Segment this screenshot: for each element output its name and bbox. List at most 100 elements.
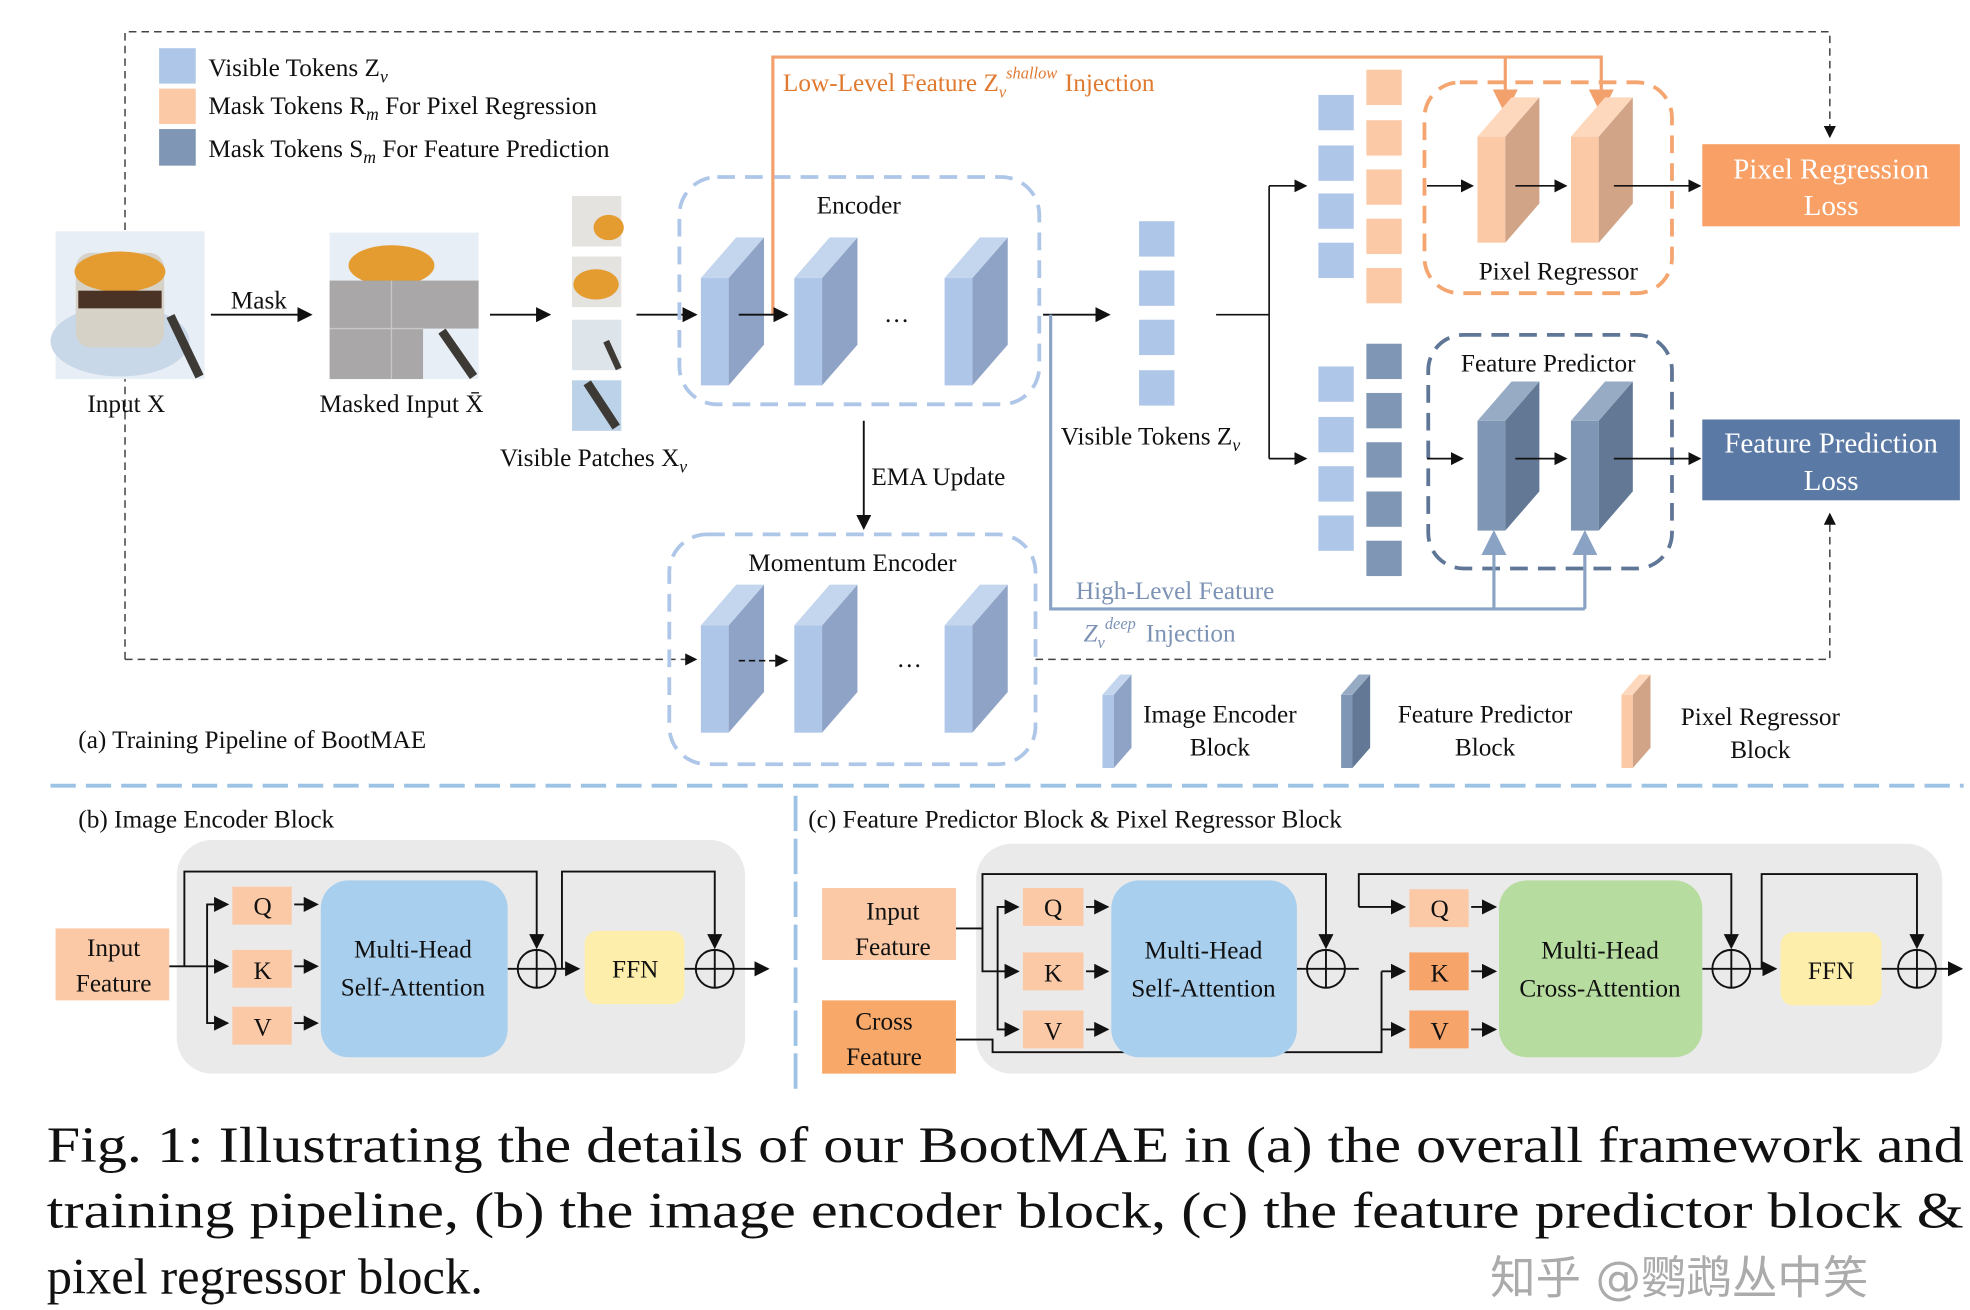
- pixel-loss-line1: Pixel Regression: [1733, 153, 1929, 185]
- pixel-regressor-block: [1477, 97, 1540, 243]
- legend-feature-mask-tokens: Mask Tokens Sm For Feature Prediction: [208, 135, 610, 167]
- ema-update-label: EMA Update: [871, 463, 1005, 491]
- predictor-input-line2: Feature: [855, 933, 931, 961]
- feature-predictor-group: [1426, 332, 1674, 571]
- legend-visible-tokens: Visible Tokens Zv: [208, 54, 388, 86]
- training-loop-dashed: [124, 31, 1836, 666]
- image-encoder-self-attention-box: [320, 880, 508, 1058]
- high-level-injection-path: [1049, 314, 1598, 611]
- image-encoder-attn-line1: Multi-Head: [354, 935, 472, 963]
- predictor-self-q: Q: [1044, 894, 1062, 922]
- predictor-cross-line1: Cross: [855, 1007, 913, 1035]
- predictor-cross-feature-box: [822, 1000, 956, 1074]
- momentum-encoder-block: [944, 584, 1008, 733]
- legend-pixel-regressor-line1: Pixel Regressor: [1681, 703, 1841, 731]
- image-encoder-v-box: [232, 1006, 292, 1045]
- momentum-ellipsis: …: [897, 645, 922, 673]
- pixel-regressor-group: [1422, 80, 1674, 296]
- feature-loss-line2: Loss: [1804, 465, 1859, 497]
- input-label: Input X: [87, 390, 165, 418]
- low-level-injection-label: Low-Level Feature Zvshallow Injection: [783, 64, 1155, 102]
- legend-feature-predictor-line1: Feature Predictor: [1398, 701, 1573, 729]
- image-encoder-k: K: [254, 957, 272, 985]
- image-encoder-input-line1: Input: [87, 934, 140, 962]
- predictor-cross-attn-line2: Cross-Attention: [1519, 975, 1681, 1003]
- visible-tokens-label: Visible Tokens Zv: [1061, 423, 1241, 455]
- image-encoder-block-title: (b) Image Encoder Block: [78, 805, 334, 833]
- visible-patches-label: Visible Patches Xv: [500, 444, 687, 476]
- masked-input-image: [329, 232, 479, 380]
- visible-token-swatch: [159, 48, 196, 84]
- predictor-cross-attn-line1: Multi-Head: [1541, 937, 1659, 965]
- encoder-group: [677, 175, 1042, 407]
- feature-predictor-block: [1570, 381, 1633, 531]
- momentum-encoder-block: [794, 584, 858, 733]
- legend-feature-predictor-block-icon: [1341, 674, 1371, 769]
- predictor-self-k: K: [1044, 959, 1062, 987]
- predictor-self-v-box: [1022, 1010, 1084, 1049]
- encoder-label: Encoder: [817, 192, 902, 220]
- high-level-injection-label: High-Level Feature: [1076, 577, 1274, 605]
- high-level-injection-sublabel: Zvdeep Injection: [1084, 614, 1237, 652]
- masked-input-label: Masked Input X̄: [320, 390, 484, 418]
- predictor-ffn: FFN: [1808, 957, 1854, 985]
- predictor-self-v: V: [1044, 1018, 1062, 1046]
- feature-predictor-block: [1477, 381, 1540, 531]
- predictor-connections: [955, 873, 1964, 1054]
- pixel-regressor-block: [1570, 97, 1633, 243]
- pixel-regressor-label: Pixel Regressor: [1479, 257, 1639, 285]
- predictor-self-attn-line2: Self-Attention: [1131, 975, 1276, 1003]
- caption-line-3: pixel regressor block.: [47, 1248, 483, 1304]
- training-pipeline-title: (a) Training Pipeline of BootMAE: [78, 726, 426, 754]
- legend-feature-predictor-line2: Block: [1455, 733, 1516, 761]
- predictor-self-attn-line1: Multi-Head: [1145, 937, 1263, 965]
- predictor-cross-line2: Feature: [846, 1043, 922, 1071]
- legend-pixel-mask-tokens: Mask Tokens Rm For Pixel Regression: [208, 92, 597, 124]
- image-encoder-k-box: [232, 949, 292, 988]
- legend-pixel-regressor-block-icon: [1621, 674, 1651, 769]
- image-encoder-q-box: [232, 886, 292, 925]
- pixel-branch-tokens: [1318, 69, 1402, 304]
- predictor-self-attention-box: [1111, 880, 1297, 1058]
- mask-label: Mask: [231, 286, 287, 314]
- legend-image-encoder-line1: Image Encoder: [1143, 701, 1297, 729]
- predictor-input-line1: Input: [866, 898, 919, 926]
- feature-prediction-loss-box: [1702, 419, 1960, 501]
- pixel-loss-line2: Loss: [1804, 190, 1859, 222]
- predictor-self-q-box: [1022, 887, 1084, 926]
- input-image: [50, 231, 205, 380]
- legend-image-encoder-block-icon: [1102, 674, 1132, 769]
- image-encoder-ffn: FFN: [612, 956, 658, 984]
- predictor-cross-attention-box: [1498, 880, 1703, 1058]
- pixel-regressor-blocks: [1477, 97, 1633, 243]
- block-legend: [1102, 674, 1651, 769]
- image-encoder-block: [944, 237, 1008, 386]
- predictor-block-title: (c) Feature Predictor Block & Pixel Regr…: [808, 805, 1342, 833]
- pixel-mask-token-swatch: [159, 88, 196, 124]
- predictor-cross-v-box: [1409, 1010, 1469, 1049]
- pixel-regression-loss-box: [1702, 144, 1960, 227]
- image-encoder-q: Q: [254, 893, 272, 921]
- image-encoder-ffn-box: [584, 930, 685, 1005]
- feature-predictor-label: Feature Predictor: [1461, 349, 1636, 377]
- encoder-ellipsis: …: [884, 300, 909, 328]
- momentum-encoder-label: Momentum Encoder: [748, 549, 957, 577]
- momentum-encoder-blocks: [700, 584, 1008, 733]
- predictor-self-k-box: [1022, 952, 1084, 991]
- caption-line-2: training pipeline, (b) the image encoder…: [47, 1183, 1964, 1239]
- predictor-cross-k-box: [1409, 952, 1469, 991]
- feature-loss-line1: Feature Prediction: [1724, 427, 1938, 459]
- watermark: 知乎 @鹦鹉丛中笑: [1490, 1251, 1868, 1304]
- legend-pixel-regressor-line2: Block: [1730, 736, 1791, 764]
- predictor-cross-q: Q: [1430, 895, 1448, 923]
- feature-branch-tokens: [1318, 343, 1402, 577]
- predictor-ffn-box: [1780, 932, 1882, 1006]
- encoder-blocks: [700, 237, 1008, 386]
- image-encoder-block: [700, 237, 765, 386]
- predictor-cross-k: K: [1430, 959, 1448, 987]
- image-encoder-input-feature-box: [55, 928, 170, 1001]
- image-encoder-v: V: [254, 1014, 272, 1042]
- image-encoder-connections: [169, 870, 770, 1031]
- image-encoder-block: [794, 237, 858, 386]
